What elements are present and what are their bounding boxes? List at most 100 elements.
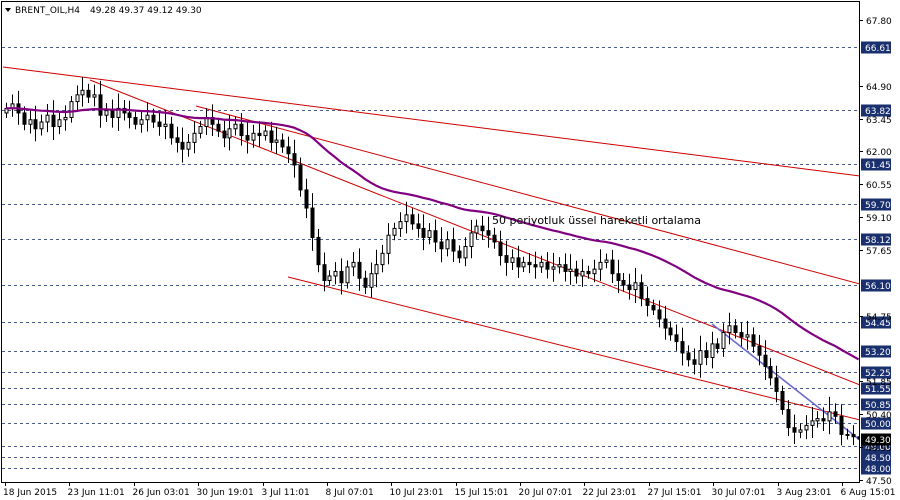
candle[interactable] bbox=[39, 114, 44, 136]
dropdown-triangle-icon[interactable] bbox=[5, 8, 11, 12]
candle[interactable] bbox=[745, 320, 750, 350]
candle[interactable] bbox=[269, 121, 274, 151]
price-axis[interactable]: 66.61 63.82 61.45 59.70 58.12 56.10 54.45 53.20… bbox=[859, 17, 892, 487]
candle[interactable] bbox=[145, 102, 150, 132]
candle[interactable] bbox=[427, 223, 432, 245]
candle[interactable] bbox=[69, 95, 74, 123]
candle[interactable] bbox=[768, 358, 773, 386]
candle[interactable] bbox=[116, 93, 121, 131]
candle[interactable] bbox=[239, 113, 244, 146]
candle[interactable] bbox=[645, 286, 650, 317]
candle[interactable] bbox=[815, 411, 820, 428]
candle[interactable] bbox=[251, 124, 256, 148]
candle[interactable] bbox=[810, 406, 815, 438]
candle[interactable] bbox=[404, 201, 409, 234]
candle[interactable] bbox=[127, 100, 132, 129]
candle[interactable] bbox=[292, 139, 297, 178]
candle[interactable] bbox=[51, 100, 56, 140]
candle[interactable] bbox=[28, 109, 33, 134]
candle[interactable] bbox=[604, 253, 609, 269]
candle[interactable] bbox=[245, 120, 250, 154]
candle[interactable] bbox=[727, 312, 732, 345]
candle[interactable] bbox=[751, 327, 756, 353]
candle[interactable] bbox=[598, 249, 603, 281]
trend-line-red-upper[interactable] bbox=[2, 66, 860, 177]
candle[interactable] bbox=[692, 348, 697, 375]
candle[interactable] bbox=[439, 227, 444, 263]
candle[interactable] bbox=[92, 84, 97, 107]
candle[interactable] bbox=[280, 133, 285, 153]
time-axis[interactable]: 18 Jun 2015 23 Jun 11:01 26 Jun 03:01 30 Ju… bbox=[3, 482, 895, 498]
candle[interactable] bbox=[469, 219, 474, 259]
candle[interactable] bbox=[804, 415, 809, 440]
candle[interactable] bbox=[57, 111, 62, 135]
trend-line-red-channel-top[interactable] bbox=[195, 105, 860, 285]
candle[interactable] bbox=[533, 251, 538, 279]
candle[interactable] bbox=[457, 245, 462, 263]
candle[interactable] bbox=[75, 85, 80, 111]
candle[interactable] bbox=[798, 423, 803, 439]
candle[interactable] bbox=[445, 231, 450, 257]
candle[interactable] bbox=[304, 178, 309, 219]
candle[interactable] bbox=[198, 120, 203, 139]
candle[interactable] bbox=[180, 127, 185, 163]
candle[interactable] bbox=[133, 111, 138, 130]
candle[interactable] bbox=[621, 272, 626, 292]
candle[interactable] bbox=[263, 125, 268, 141]
candle[interactable] bbox=[763, 340, 768, 380]
candle[interactable] bbox=[698, 335, 703, 378]
candle[interactable] bbox=[433, 219, 438, 253]
candle[interactable] bbox=[557, 257, 562, 274]
candle[interactable] bbox=[851, 425, 856, 446]
candle[interactable] bbox=[521, 256, 526, 272]
candle[interactable] bbox=[833, 403, 838, 424]
candle[interactable] bbox=[463, 237, 468, 267]
candle[interactable] bbox=[527, 253, 532, 274]
candle[interactable] bbox=[80, 77, 85, 107]
candle[interactable] bbox=[339, 258, 344, 295]
candle[interactable] bbox=[633, 267, 638, 303]
ema-50-line[interactable] bbox=[5, 107, 859, 361]
candle[interactable] bbox=[416, 213, 421, 238]
candle[interactable] bbox=[222, 120, 227, 148]
candle[interactable] bbox=[827, 396, 832, 435]
candle[interactable] bbox=[592, 259, 597, 283]
candle[interactable] bbox=[486, 216, 491, 248]
candle[interactable] bbox=[380, 244, 385, 273]
candle[interactable] bbox=[733, 319, 738, 339]
candle[interactable] bbox=[421, 214, 426, 251]
candle[interactable] bbox=[739, 322, 744, 347]
candle[interactable] bbox=[327, 270, 332, 286]
candle[interactable] bbox=[298, 157, 303, 197]
candle[interactable] bbox=[498, 230, 503, 266]
candle[interactable] bbox=[657, 300, 662, 328]
candle[interactable] bbox=[757, 334, 762, 366]
candle[interactable] bbox=[398, 212, 403, 237]
candle[interactable] bbox=[651, 299, 656, 316]
candle[interactable] bbox=[504, 240, 509, 276]
candle[interactable] bbox=[86, 83, 91, 104]
candle[interactable] bbox=[104, 103, 109, 122]
candle[interactable] bbox=[192, 121, 197, 154]
candle[interactable] bbox=[680, 327, 685, 366]
candle[interactable] bbox=[186, 133, 191, 157]
candle[interactable] bbox=[586, 265, 591, 279]
candle[interactable] bbox=[33, 105, 38, 142]
candle[interactable] bbox=[627, 273, 632, 300]
candle[interactable] bbox=[63, 105, 68, 131]
candle[interactable] bbox=[386, 223, 391, 265]
candle[interactable] bbox=[374, 249, 379, 288]
candle[interactable] bbox=[710, 331, 715, 369]
candle[interactable] bbox=[45, 103, 50, 133]
candle[interactable] bbox=[821, 407, 826, 431]
candle[interactable] bbox=[639, 274, 644, 307]
candle[interactable] bbox=[163, 110, 168, 140]
candle[interactable] bbox=[157, 111, 162, 136]
candle[interactable] bbox=[474, 219, 479, 239]
candle[interactable] bbox=[322, 252, 327, 292]
candle[interactable] bbox=[169, 116, 174, 145]
candle[interactable] bbox=[616, 259, 621, 294]
candle[interactable] bbox=[568, 254, 573, 285]
candle[interactable] bbox=[392, 222, 397, 241]
